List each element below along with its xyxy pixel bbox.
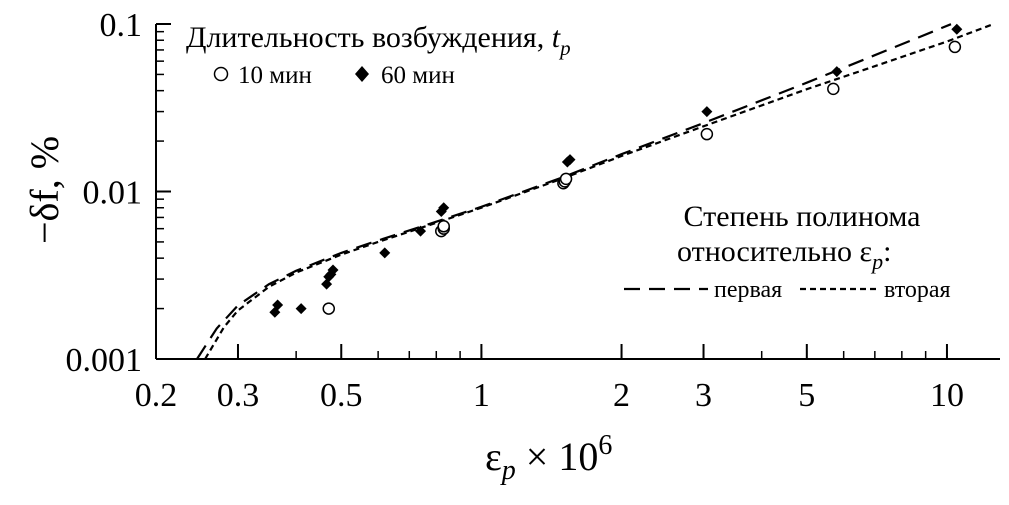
- data-point-10min: [437, 220, 450, 233]
- plot-axes: [155, 23, 1000, 360]
- x-tick-label: 0.5: [320, 377, 363, 414]
- fit-curves: [196, 22, 995, 360]
- fit-curve-second: [204, 22, 995, 360]
- fit-legend-label-second: вторая: [884, 277, 951, 303]
- legend-entry-60min: 60 мин: [355, 62, 455, 89]
- data-point-10min: [559, 172, 573, 186]
- x-axis-title: εp × 106: [485, 430, 612, 486]
- data-point-60min: [831, 66, 843, 78]
- tick-labels: 0.2 0.3 0.5 1 2 3 5 10 0.001 0.01 0.1: [66, 7, 964, 414]
- legend-marker-diamond: [355, 66, 369, 82]
- x-tick-label: 0.2: [135, 377, 178, 414]
- legend-title: Длительность возбуждения, tp: [186, 21, 571, 60]
- data-point-60min: [701, 106, 713, 118]
- data-point-10min: [827, 82, 840, 96]
- x-tick-label: 5: [798, 377, 815, 414]
- x-tick-label: 0.3: [217, 377, 260, 414]
- y-tick-label: 0.001: [66, 342, 143, 379]
- data-point-10min: [948, 40, 962, 54]
- fits-legend-title-2: относительно εp:: [677, 235, 891, 274]
- y-tick-label: 0.01: [83, 175, 143, 212]
- y-tick-label: 0.1: [100, 7, 143, 44]
- data-point-60min: [295, 303, 307, 315]
- x-tick-label: 2: [613, 377, 630, 414]
- data-points: [269, 23, 963, 318]
- data-point-10min: [700, 127, 714, 141]
- data-point-60min: [951, 23, 963, 35]
- legend-label-60min: 60 мин: [381, 62, 455, 89]
- data-point-10min: [322, 302, 336, 315]
- data-point-60min: [415, 225, 427, 237]
- fits-legend-first: первая: [624, 277, 782, 303]
- legend-label-10min: 10 мин: [238, 62, 312, 89]
- x-tick-label: 10: [930, 377, 964, 414]
- data-point-60min: [564, 154, 576, 166]
- data-point-60min: [327, 264, 339, 276]
- data-point-60min: [379, 247, 391, 259]
- fits-legend-second: вторая: [800, 277, 951, 303]
- data-point-60min: [438, 202, 450, 214]
- legend-marker-circle: [213, 66, 229, 82]
- fits-legend-title-1: Степень полинома: [684, 200, 921, 233]
- x-tick-label: 1: [473, 377, 490, 414]
- legend-entry-10min: 10 мин: [213, 62, 312, 89]
- x-tick-label: 3: [695, 377, 712, 414]
- data-point-60min: [272, 299, 284, 311]
- fit-curve-first: [196, 23, 952, 360]
- y-axis-title: −δf, %: [22, 136, 67, 244]
- fit-legend-label-first: первая: [714, 277, 782, 303]
